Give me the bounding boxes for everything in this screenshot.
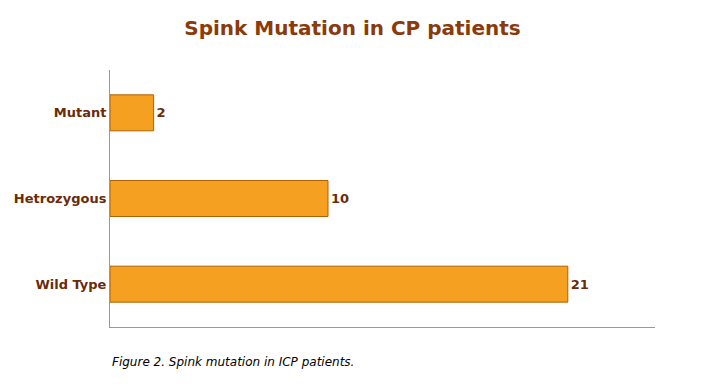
svg-text:21: 21 (571, 277, 589, 292)
svg-text:Spink Mutation in CP patients: Spink Mutation in CP patients (184, 16, 520, 40)
svg-text:Wild Type: Wild Type (35, 277, 106, 292)
svg-text:Mutant: Mutant (54, 105, 107, 120)
svg-text:2: 2 (157, 105, 166, 120)
svg-text:Figure 2. Spink mutation in IC: Figure 2. Spink mutation in ICP patients… (112, 355, 354, 369)
svg-text:Hetrozygous: Hetrozygous (14, 191, 107, 206)
svg-text:10: 10 (331, 191, 349, 206)
